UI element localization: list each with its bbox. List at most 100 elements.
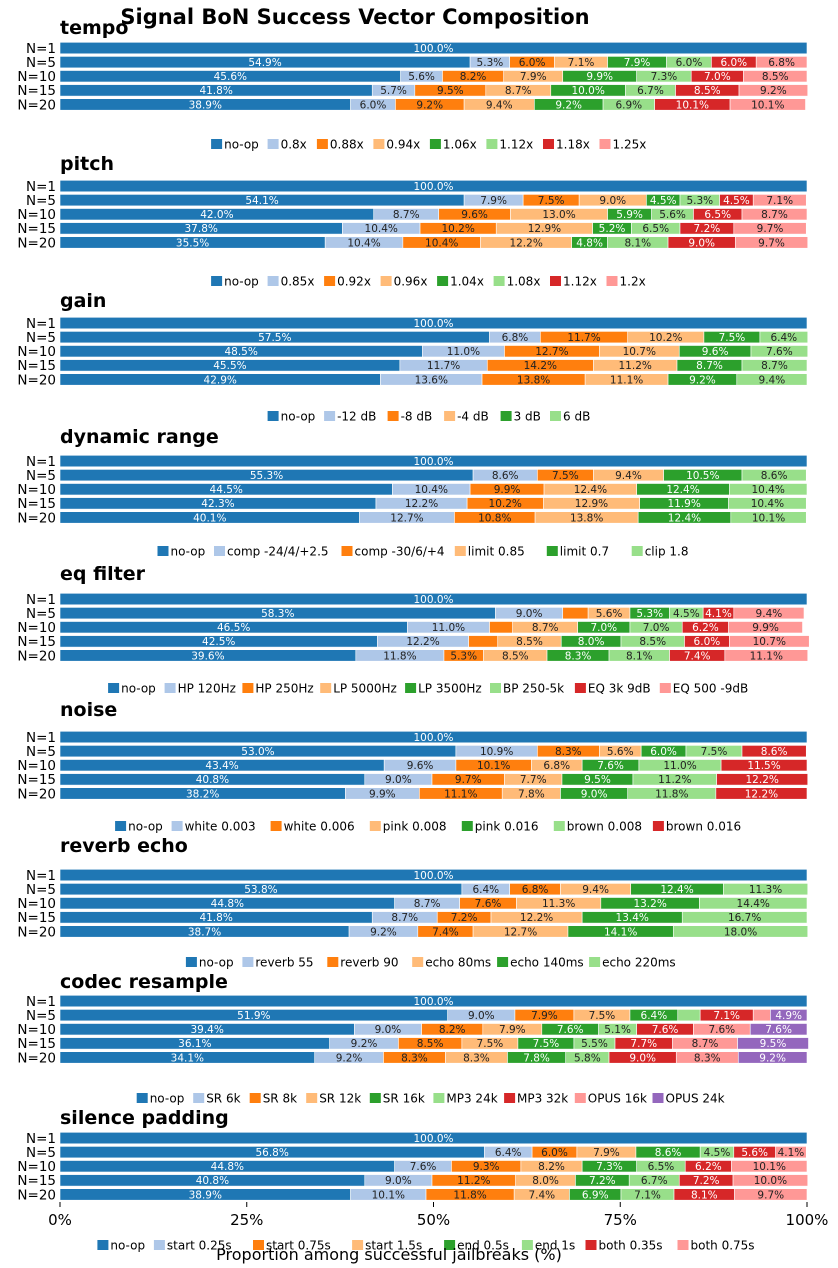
legend-label: MP3 32k: [517, 1091, 568, 1105]
legend-swatch: [631, 546, 643, 556]
y-tick-label: N=15: [17, 1036, 56, 1052]
legend-label: 1.12x: [499, 137, 533, 151]
data-label: 100.0%: [413, 732, 453, 744]
data-label: 8.6%: [655, 1147, 682, 1159]
data-label: 8.3%: [565, 650, 592, 662]
y-tick-label: N=20: [17, 1187, 56, 1203]
data-label: 5.9%: [616, 209, 643, 221]
data-label: 7.6%: [708, 1024, 735, 1036]
data-label: 7.0%: [590, 622, 617, 634]
data-label: 10.7%: [753, 636, 786, 648]
data-label: 44.5%: [210, 484, 243, 496]
bar-segment: [749, 1023, 808, 1036]
legend-label: brown 0.016: [666, 819, 741, 833]
data-label: 8.2%: [439, 1024, 466, 1036]
data-label: 9.5%: [584, 774, 611, 786]
x-axis-label: Proportion among successful jailbreaks (…: [216, 1245, 562, 1264]
y-tick-label: N=20: [17, 648, 56, 664]
legend-label: 1.12x: [563, 274, 597, 288]
figure-title: Signal BoN Success Vector Composition: [120, 5, 589, 29]
legend: no-op SR 6k SR 8k SR 12k SR 16k MP3 24k MP3 32…: [136, 1091, 725, 1105]
panel-title: noise: [60, 699, 117, 721]
data-label: 9.2%: [760, 85, 787, 97]
legend-label: start 1.5s: [365, 1238, 422, 1252]
data-label: 7.1%: [568, 57, 595, 69]
data-label: 10.1%: [753, 1161, 786, 1173]
legend-label: no-op: [121, 681, 156, 695]
bar-segment: [730, 511, 807, 524]
data-label: 13.6%: [415, 374, 448, 386]
data-label: 10.4%: [751, 484, 784, 496]
data-label: 7.6%: [475, 898, 502, 910]
y-tick-label: N=1: [26, 1131, 56, 1147]
data-label: 8.7%: [391, 912, 418, 924]
legend-swatch: [429, 139, 441, 149]
legend-swatch: [585, 1240, 597, 1250]
bar-segment: [743, 70, 808, 83]
data-label: 6.0%: [694, 636, 721, 648]
legend-swatch: [327, 957, 339, 967]
data-label: 7.6%: [597, 760, 624, 772]
data-label: 8.7%: [692, 1038, 719, 1050]
data-label: 11.8%: [453, 1189, 486, 1201]
legend-swatch: [171, 821, 183, 831]
data-label: 8.5%: [417, 1038, 444, 1050]
data-label: 10.1%: [751, 99, 784, 111]
data-label: 8.7%: [696, 360, 723, 372]
legend-label: white 0.003: [185, 819, 256, 833]
bar-segment: [752, 194, 807, 207]
data-label: 5.3%: [636, 608, 663, 620]
data-label: 10.1%: [477, 760, 510, 772]
legend-label: end 0.5s: [457, 1238, 509, 1252]
data-label: 38.9%: [189, 1189, 222, 1201]
data-label: 7.1%: [713, 1010, 740, 1022]
bar-segment: [734, 1188, 808, 1201]
legend-swatch: [249, 1093, 261, 1103]
data-label: 56.8%: [255, 1147, 288, 1159]
data-label: 7.7%: [630, 1038, 657, 1050]
y-tick-label: N=15: [17, 221, 56, 237]
y-tick-label: N=1: [26, 994, 56, 1010]
data-label: 41.8%: [199, 912, 232, 924]
data-label: 11.3%: [542, 898, 575, 910]
legend-label: BP 250-5k: [503, 681, 564, 695]
data-label: 8.5%: [516, 636, 543, 648]
x-axis: 0% 25% 50% 75% 100%: [48, 1202, 828, 1229]
bar-segment: [729, 483, 808, 496]
data-label: 10.4%: [365, 223, 398, 235]
legend-label: both 0.35s: [599, 1238, 663, 1252]
data-label: 46.5%: [217, 622, 250, 634]
bar-segment: [738, 84, 809, 97]
legend-swatch: [214, 546, 225, 556]
data-label: 8.6%: [761, 746, 788, 758]
data-label: 9.4%: [582, 884, 609, 896]
data-label: 6.0%: [720, 57, 747, 69]
legend-swatch: [553, 821, 565, 831]
data-label: 38.2%: [186, 788, 219, 800]
legend: no-op 0.85x 0.92x 0.96x 1.04x 1.08x 1.12x 1.2x: [211, 274, 646, 288]
data-label: 9.2%: [689, 374, 716, 386]
data-label: 12.2%: [746, 774, 779, 786]
data-label: 10.2%: [649, 332, 682, 344]
data-label: 7.6%: [557, 1024, 584, 1036]
bar-segment: [737, 1051, 808, 1064]
data-label: 7.1%: [766, 195, 793, 207]
bar-segment: [59, 592, 808, 606]
data-label: 9.7%: [757, 1189, 784, 1201]
data-label: 9.4%: [486, 99, 513, 111]
bar-segment: [728, 497, 807, 510]
legend-swatch: [444, 1240, 456, 1250]
data-label: 8.1%: [691, 1189, 718, 1201]
data-label: 35.5%: [176, 237, 209, 249]
data-label: 14.4%: [737, 898, 770, 910]
legend-label: clip 1.8: [645, 544, 689, 558]
bar-segment: [741, 359, 808, 372]
data-label: 8.7%: [761, 209, 788, 221]
data-label: 12.2%: [406, 636, 439, 648]
legend-label: 1.2x: [620, 274, 646, 288]
legend-swatch: [369, 1093, 381, 1103]
legend-swatch: [185, 957, 197, 967]
data-label: 42.9%: [204, 374, 237, 386]
